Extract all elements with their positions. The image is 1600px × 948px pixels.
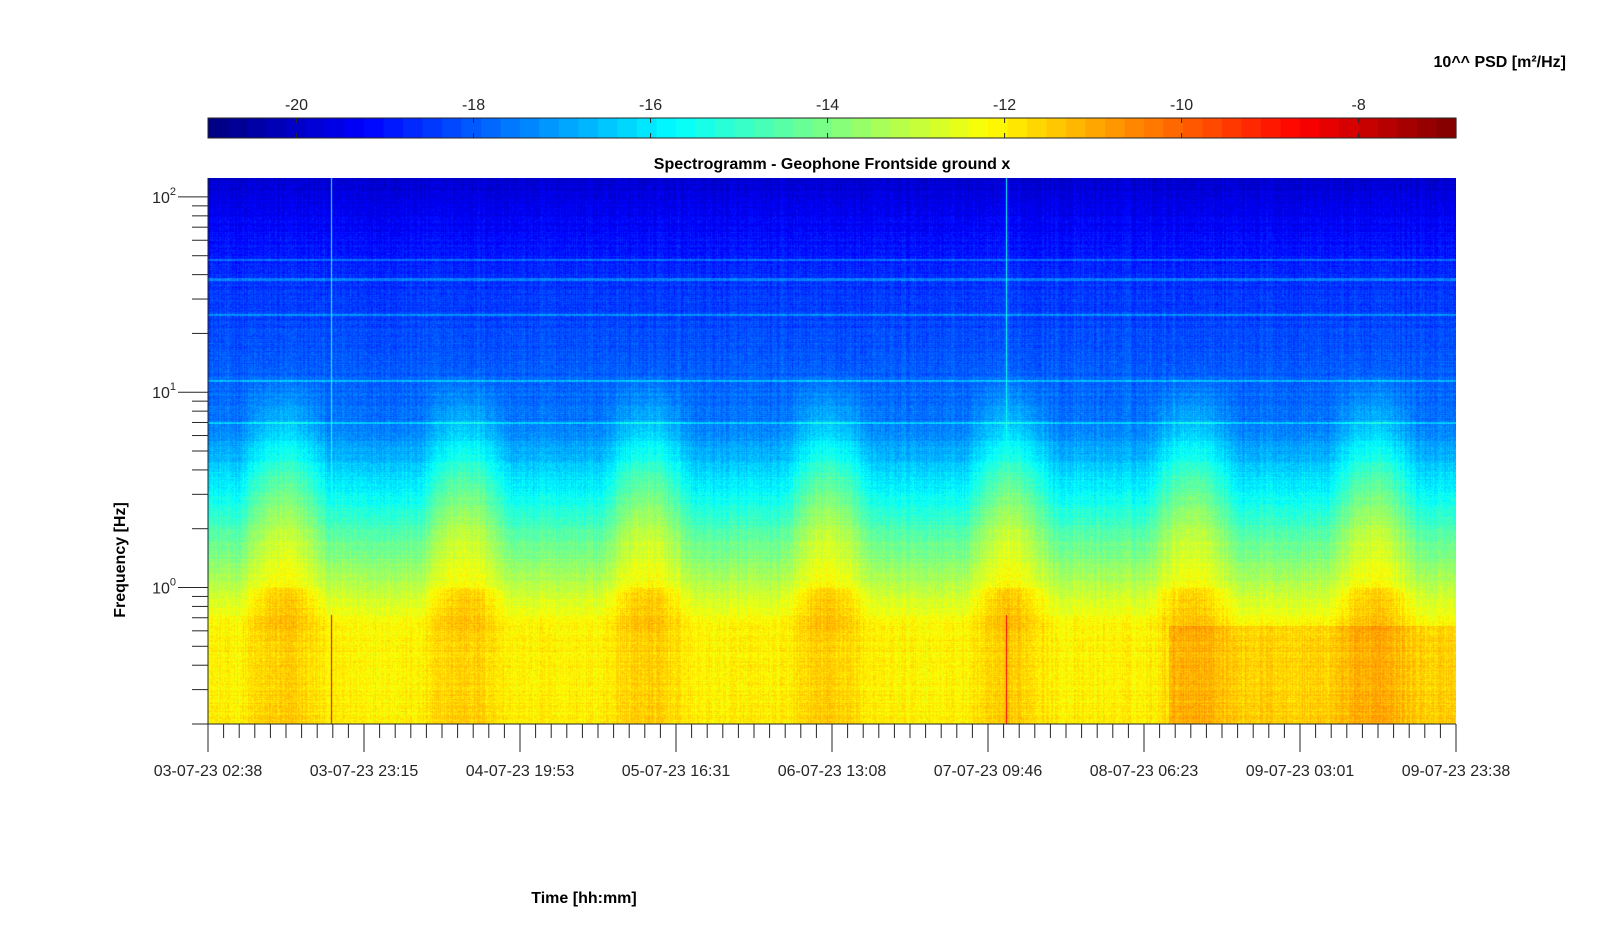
colorbar-step xyxy=(1066,118,1087,138)
colorbar-step xyxy=(1436,118,1457,138)
colorbar-step xyxy=(344,118,365,138)
colorbar-step xyxy=(832,118,853,138)
colorbar-step xyxy=(403,118,424,138)
colorbar-step xyxy=(208,118,229,138)
colorbar-step xyxy=(422,118,443,138)
colorbar-step xyxy=(968,118,989,138)
chart-title: Spectrogramm - Geophone Frontside ground… xyxy=(654,156,1011,173)
y-tick-label: 101 xyxy=(152,381,176,402)
colorbar-step xyxy=(695,118,716,138)
colorbar-step xyxy=(1144,118,1165,138)
x-tick-label: 09-07-23 03:01 xyxy=(1246,763,1355,780)
colorbar-step xyxy=(1378,118,1399,138)
y-tick-label: 102 xyxy=(152,186,176,207)
colorbar-step xyxy=(890,118,911,138)
colorbar-steps xyxy=(208,118,1457,138)
colorbar-step xyxy=(578,118,599,138)
colorbar-step xyxy=(461,118,482,138)
colorbar-step xyxy=(1261,118,1282,138)
colorbar-tick-label: -8 xyxy=(1352,97,1366,114)
colorbar-step xyxy=(715,118,736,138)
x-tick-label: 07-07-23 09:46 xyxy=(934,763,1043,780)
colorbar-step xyxy=(559,118,580,138)
colorbar-step xyxy=(305,118,326,138)
colorbar-step xyxy=(227,118,248,138)
colorbar-step xyxy=(812,118,833,138)
spectrogram-heatmap xyxy=(208,178,1456,724)
x-tick-label: 03-07-23 23:15 xyxy=(310,763,419,780)
x-tick-label: 04-07-23 19:53 xyxy=(466,763,575,780)
colorbar-step xyxy=(617,118,638,138)
colorbar-step xyxy=(929,118,950,138)
colorbar-step xyxy=(1280,118,1301,138)
colorbar-step xyxy=(1417,118,1438,138)
y-axis-label: Frequency [Hz] xyxy=(112,502,129,618)
x-tick-label: 08-07-23 06:23 xyxy=(1090,763,1199,780)
colorbar-step xyxy=(364,118,385,138)
colorbar-step xyxy=(949,118,970,138)
colorbar-step xyxy=(383,118,404,138)
spectrogram-plot xyxy=(208,178,1456,724)
colorbar-step xyxy=(734,118,755,138)
colorbar-tick-label: -10 xyxy=(1170,97,1193,114)
colorbar-step xyxy=(871,118,892,138)
colorbar-step xyxy=(988,118,1009,138)
x-axis: 03-07-23 02:38 03-07-23 23:15 04-07-23 19:… xyxy=(154,723,1511,780)
colorbar-border xyxy=(207,117,1457,139)
colorbar-step xyxy=(676,118,697,138)
colorbar-step xyxy=(1202,118,1223,138)
colorbar-step xyxy=(325,118,346,138)
colorbar-step xyxy=(910,118,931,138)
colorbar-tick-label: -12 xyxy=(993,97,1016,114)
colorbar-step xyxy=(754,118,775,138)
colorbar-tick-label: -14 xyxy=(816,97,839,114)
x-tick-label: 09-07-23 23:38 xyxy=(1402,763,1511,780)
colorbar-step xyxy=(1163,118,1184,138)
colorbar-step xyxy=(1027,118,1048,138)
colorbar-step xyxy=(442,118,463,138)
colorbar-step xyxy=(598,118,619,138)
colorbar-step xyxy=(520,118,541,138)
colorbar-step xyxy=(793,118,814,138)
colorbar-tick-label: -20 xyxy=(285,97,308,114)
x-tick-label: 03-07-23 02:38 xyxy=(154,763,263,780)
colorbar-step xyxy=(1183,118,1204,138)
colorbar-step xyxy=(1300,118,1321,138)
colorbar-step xyxy=(1339,118,1360,138)
colorbar-step xyxy=(1319,118,1340,138)
colorbar-step xyxy=(851,118,872,138)
colorbar-step xyxy=(1105,118,1126,138)
x-tick-label: 05-07-23 16:31 xyxy=(622,763,731,780)
y-tick-label: 100 xyxy=(152,577,176,598)
colorbar-step xyxy=(539,118,560,138)
colorbar-step xyxy=(247,118,268,138)
x-axis-label: Time [hh:mm] xyxy=(531,890,636,907)
colorbar-step xyxy=(1241,118,1262,138)
colorbar-label: 10^^ PSD [m²/Hz] xyxy=(1434,54,1566,71)
colorbar-step xyxy=(1358,118,1379,138)
colorbar-step xyxy=(1007,118,1028,138)
colorbar-step xyxy=(1124,118,1145,138)
colorbar-step xyxy=(1222,118,1243,138)
colorbar-step xyxy=(1397,118,1418,138)
colorbar-step xyxy=(286,118,307,138)
y-axis: 102 101 100 xyxy=(152,178,209,725)
colorbar-step xyxy=(637,118,658,138)
colorbar-step xyxy=(481,118,502,138)
colorbar-step xyxy=(266,118,287,138)
colorbar-tick-label: -16 xyxy=(639,97,662,114)
colorbar-step xyxy=(1046,118,1067,138)
colorbar-step xyxy=(773,118,794,138)
colorbar-tick-label: -18 xyxy=(462,97,485,114)
colorbar-ticks: -20 -18 -16 -14 -12 -10 -8 xyxy=(285,97,1366,138)
colorbar: -20 -18 -16 -14 -12 -10 -8 xyxy=(207,97,1457,139)
colorbar-step xyxy=(656,118,677,138)
colorbar-step xyxy=(500,118,521,138)
x-tick-label: 06-07-23 13:08 xyxy=(778,763,887,780)
colorbar-step xyxy=(1085,118,1106,138)
